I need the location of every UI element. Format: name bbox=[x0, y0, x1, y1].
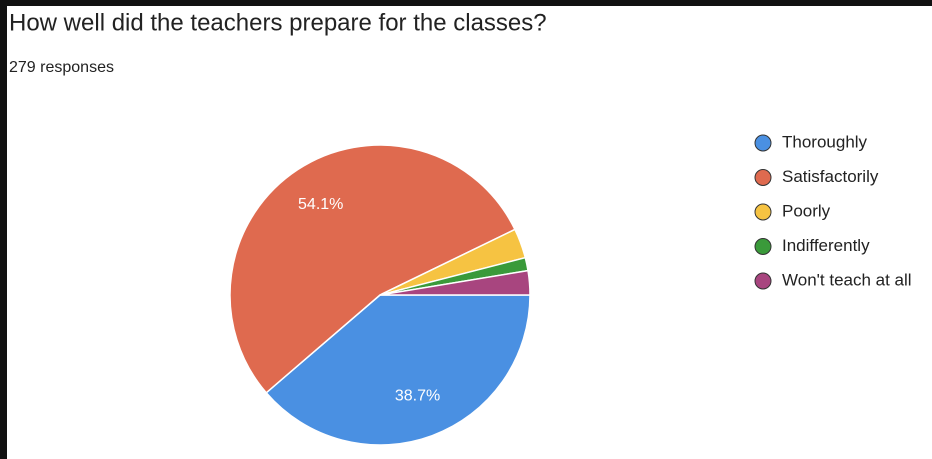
legend-label: Poorly bbox=[782, 201, 831, 220]
frame-left bbox=[0, 0, 7, 459]
frame-top bbox=[0, 0, 932, 6]
legend-label: Won't teach at all bbox=[782, 270, 912, 289]
legend-swatch bbox=[754, 272, 772, 290]
chart-title: How well did the teachers prepare for th… bbox=[9, 9, 547, 36]
legend-swatch bbox=[754, 238, 772, 255]
legend-label: Indifferently bbox=[782, 236, 870, 255]
legend-swatch bbox=[754, 169, 772, 186]
pie-slice bbox=[229, 144, 516, 394]
pie-slice bbox=[379, 269, 531, 296]
slice-label: 54.1% bbox=[298, 196, 343, 213]
slice-label: 38.7% bbox=[395, 387, 440, 404]
legend-swatch bbox=[754, 203, 772, 221]
legend: Thoroughly Satisfactorily Poorly Indifferen… bbox=[754, 132, 912, 290]
chart-subtitle: 279 responses bbox=[9, 59, 114, 76]
legend-swatch bbox=[754, 134, 772, 152]
legend-label: Satisfactorily bbox=[782, 167, 879, 186]
legend-label: Thoroughly bbox=[782, 132, 868, 151]
pie-slice bbox=[265, 294, 531, 446]
pie: 38.7% 54.1% bbox=[229, 144, 531, 446]
